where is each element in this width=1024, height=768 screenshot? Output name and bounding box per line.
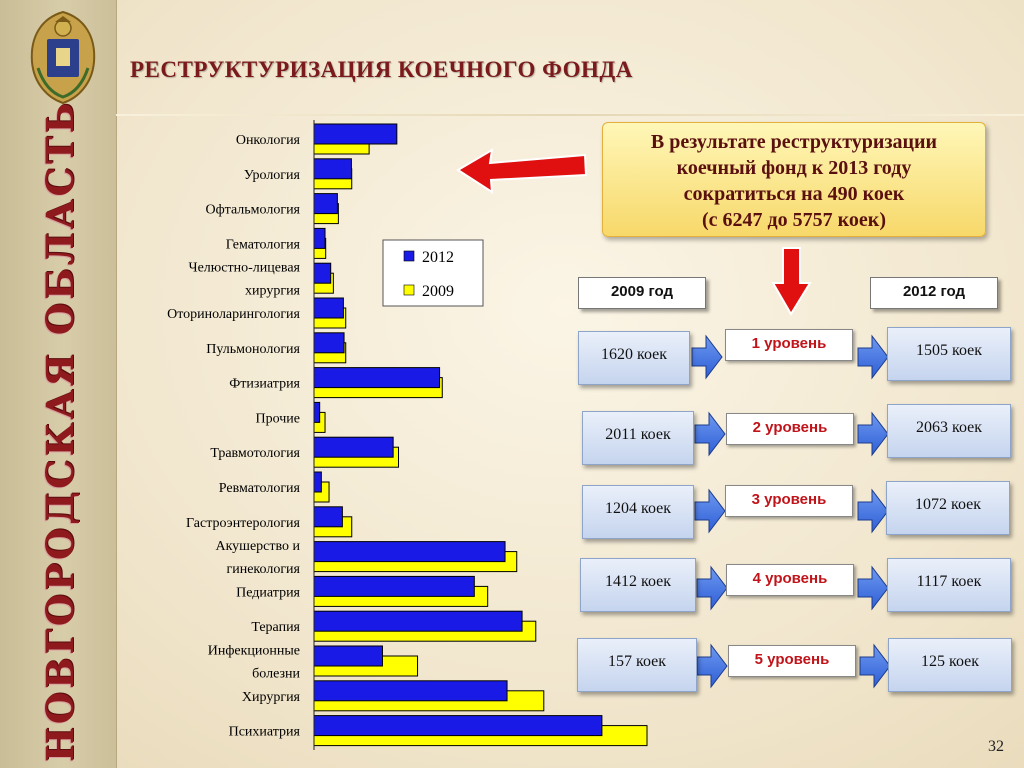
category-label: Терапия [251,620,300,635]
beds-2009-level-3: 1204 коек [582,485,694,539]
flow-arrow-left-2-icon [694,411,726,457]
beds-2012-level-1: 1505 коек [887,327,1011,381]
beds-2009-level-1: 1620 коек [578,331,690,385]
info-line: В результате реструктуризации [650,131,938,153]
category-label: болезни [252,667,300,682]
page-title: РЕСТРУКТУРИЗАЦИЯ КОЕЧНОГО ФОНДА [130,57,633,82]
category-label: Фтизиатрия [229,377,300,392]
flow-arrow-left-1-icon [691,334,723,380]
flow-arrow-right-3-icon [857,488,889,534]
legend-swatch-2009 [403,284,415,296]
level-3-label: 3 уровень [725,485,853,517]
level-1-label: 1 уровень [725,329,853,361]
bar-2012-9 [313,436,394,458]
header-divider [116,114,1024,116]
chart-legend: 2012 2009 [382,239,484,307]
beds-2012-level-4: 1117 коек [887,558,1011,612]
bar-2012-14 [313,610,523,632]
bar-2012-1 [313,158,352,180]
category-label: Челюстно-лицевая [188,261,300,276]
category-label: Онкология [236,133,301,148]
beds-2012-level-5: 125 коек [888,638,1012,692]
bar-2012-15 [313,645,383,667]
red-arrow-left-icon [456,148,588,194]
bar-2012-16 [313,680,508,702]
level-2-label: 2 уровень [726,413,854,445]
result-info-box: В результате реструктуризации коечный фо… [602,122,986,237]
legend-swatch-2012 [403,250,415,262]
bar-2012-2 [313,193,338,215]
bar-2012-8 [313,401,321,423]
bar-2012-7 [313,367,441,389]
info-line: сократиться на 490 коек [683,183,905,205]
beds-2009-level-4: 1412 коек [580,558,696,612]
legend-label-2012: 2012 [422,249,454,266]
info-line: (с 6247 до 5757 коек) [702,209,886,231]
flow-arrow-right-1-icon [857,334,889,380]
header-2009: 2009 год [578,277,706,309]
beds-2012-level-3: 1072 коек [886,481,1010,535]
bar-2012-17 [313,715,603,737]
category-label: Гематология [226,237,301,252]
bar-2012-5 [313,297,344,319]
coat-of-arms-icon [30,10,96,105]
sidebar: НОВГОРОДСКАЯ ОБЛАСТЬ [0,0,117,768]
header-2012: 2012 год [870,277,998,309]
category-label: Педиатрия [236,585,300,600]
category-label: Офтальмология [205,203,300,218]
category-label: Гастроэнтерология [186,516,301,531]
info-line: коечный фонд к 2013 году [676,157,912,179]
beds-2009-level-5: 157 коек [577,638,697,692]
legend-label-2009: 2009 [422,283,454,300]
level-4-label: 4 уровень [726,564,854,596]
category-label: хирургия [245,284,301,299]
flow-arrow-left-5-icon [696,643,728,689]
category-label: гинекология [226,562,300,577]
category-label: Инфекционные [208,644,300,659]
category-label: Прочие [256,411,301,426]
category-label: Травмотология [210,446,300,461]
flow-arrow-right-4-icon [857,565,889,611]
bar-2012-4 [313,262,332,284]
category-label: Оториноларингология [167,307,300,322]
bar-2012-3 [313,227,326,249]
page-number: 32 [988,738,1004,755]
bar-2012-6 [313,332,345,354]
beds-2009-level-2: 2011 коек [582,411,694,465]
level-5-label: 5 уровень [728,645,856,677]
category-label: Хирургия [242,690,301,705]
red-arrow-down-icon [771,247,812,316]
bar-2012-0 [313,123,398,145]
flow-arrow-left-4-icon [696,565,728,611]
beds-2012-level-2: 2063 коек [887,404,1011,458]
flow-arrow-right-2-icon [857,411,889,457]
bar-2012-12 [313,541,506,563]
bar-2012-11 [313,506,343,528]
category-label: Урология [244,168,301,183]
category-label: Пульмонология [206,342,300,357]
category-label: Акушерство и [215,539,300,554]
bar-2012-10 [313,471,322,493]
flow-arrow-left-3-icon [694,488,726,534]
flow-arrow-right-5-icon [859,643,891,689]
bar-2012-13 [313,575,475,597]
category-label: Психиатрия [229,725,301,740]
category-label: Ревматология [219,481,301,496]
